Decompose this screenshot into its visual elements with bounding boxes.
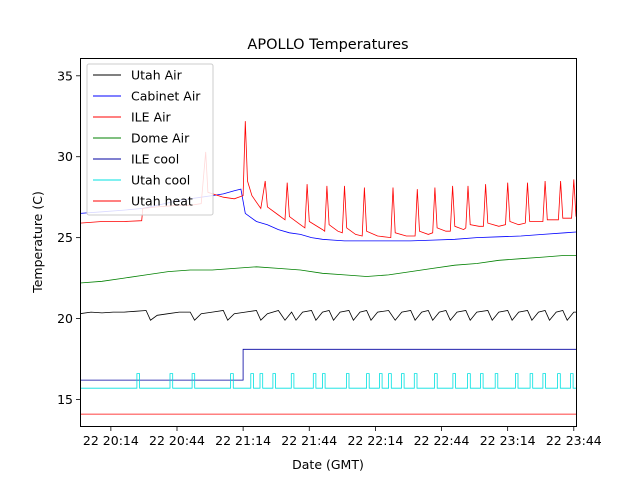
x-axis-ticks: 22 20:14 22 20:44 22 21:14 22 21:44 22 22:14…	[83, 427, 602, 448]
x-tick-label: 22 22:14	[347, 433, 403, 448]
legend-box	[86, 63, 214, 216]
x-tick-label: 22 21:44	[281, 433, 337, 448]
series-line-dome-air	[79, 255, 576, 284]
y-tick-label: 25	[57, 230, 73, 245]
y-tick-label: 35	[57, 68, 73, 83]
series-group	[79, 121, 577, 415]
chart-title: APOLLO Temperatures	[247, 37, 408, 53]
x-tick-label: 22 23:14	[480, 433, 536, 448]
legend-label-ile-cool: ILE cool	[131, 152, 179, 167]
x-axis-label: Date (GMT)	[292, 457, 364, 472]
y-axis-ticks: 15 20 25 30 35	[57, 68, 80, 407]
legend-label-utah-air: Utah Air	[131, 68, 183, 83]
plot-area: Utah Air Cabinet Air ILE Air Dome Air ILE co…	[79, 58, 577, 427]
legend-label-dome-air: Dome Air	[131, 131, 190, 146]
y-tick-label: 15	[57, 392, 73, 407]
x-tick-label: 22 22:44	[414, 433, 470, 448]
series-line-ile-cool	[80, 348, 576, 381]
x-tick-label: 22 20:44	[149, 433, 205, 448]
series-line-utah-cool	[80, 373, 576, 389]
series-line-ile-air	[79, 121, 577, 239]
y-axis-label: Temperature (C)	[30, 191, 45, 294]
x-tick-label: 22 21:14	[215, 433, 271, 448]
series-line-utah-air	[79, 310, 576, 321]
x-tick-label: 22 23:44	[546, 433, 602, 448]
legend-label-cabinet-air: Cabinet Air	[131, 89, 201, 104]
legend-label-utah-heat: Utah heat	[131, 194, 193, 209]
y-tick-label: 30	[57, 149, 73, 164]
legend-label-ile-air: ILE Air	[131, 110, 172, 125]
axes-frame	[80, 58, 577, 427]
y-tick-label: 20	[57, 311, 73, 326]
legend: Utah Air Cabinet Air ILE Air Dome Air ILE co…	[86, 63, 214, 216]
legend-label-utah-cool: Utah cool	[131, 173, 190, 188]
x-tick-label: 22 20:14	[83, 433, 139, 448]
